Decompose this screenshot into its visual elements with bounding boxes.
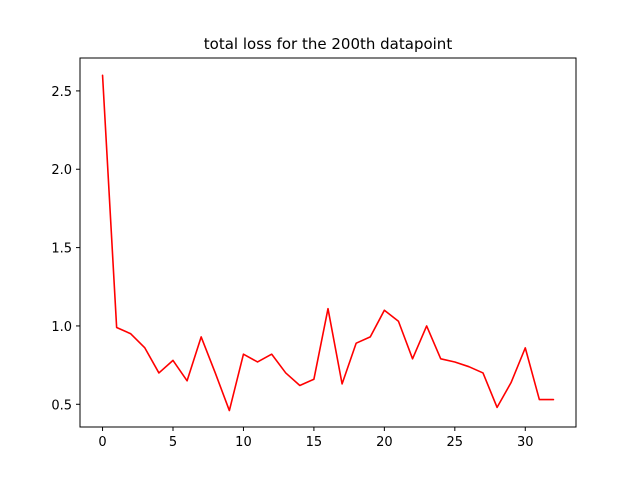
axes-layer: 0 5 10 15 20 25 30 0.5 1.0 1.5 2.0 2.5 (51, 85, 533, 450)
x-tick-label: 15 (306, 435, 323, 450)
x-tick-label: 10 (235, 435, 252, 450)
x-tick-label: 20 (376, 435, 393, 450)
series-line (101, 74, 555, 412)
series-layer (101, 74, 555, 412)
chart-title: total loss for the 200th datapoint (204, 35, 453, 53)
x-tick-label: 5 (169, 435, 177, 450)
y-tick-label: 2.5 (51, 85, 72, 100)
y-tick-label: 1.5 (51, 242, 72, 257)
y-tick-label: 0.5 (51, 398, 72, 413)
x-tick-label: 0 (98, 435, 106, 450)
x-tick-label: 25 (447, 435, 464, 450)
x-tick-label: 30 (517, 435, 534, 450)
plot-area-frame (79, 57, 577, 428)
y-tick-label: 1.0 (51, 320, 72, 335)
y-tick-label: 2.0 (51, 163, 72, 178)
